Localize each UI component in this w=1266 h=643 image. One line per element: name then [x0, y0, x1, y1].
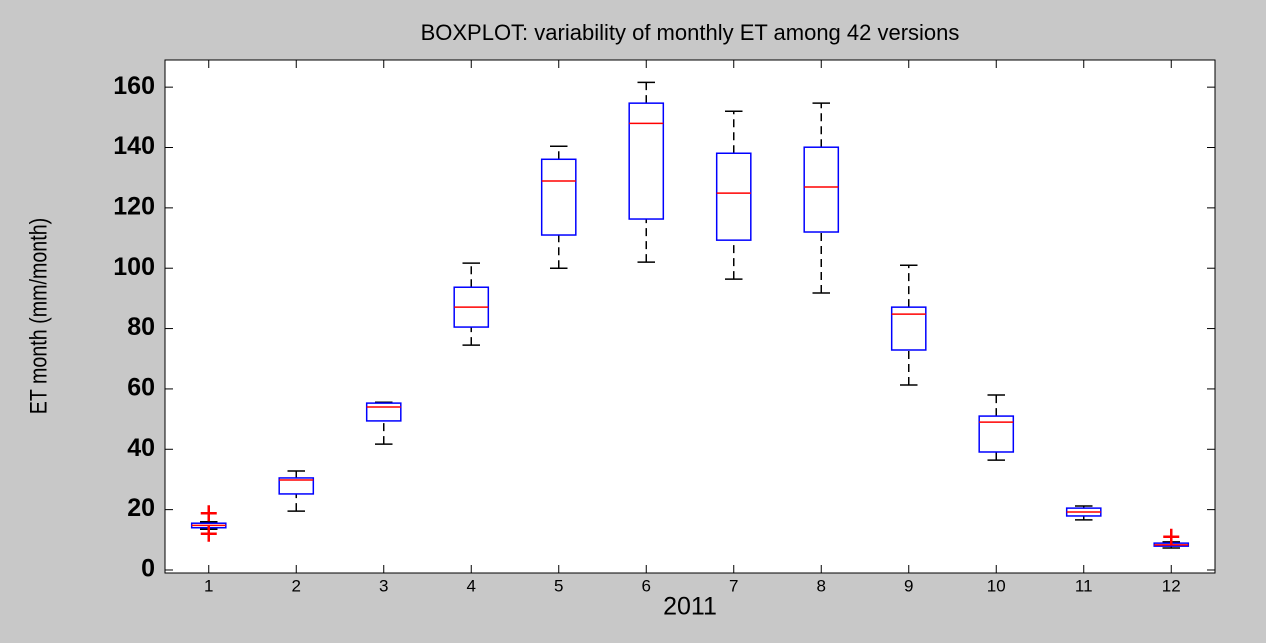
chart-title: BOXPLOT: variability of monthly ET among…	[421, 20, 960, 45]
box	[628, 102, 665, 220]
box	[540, 158, 577, 236]
x-tick-label: 6	[642, 576, 651, 595]
y-tick-label: 140	[113, 132, 155, 160]
y-tick-label: 80	[127, 313, 155, 341]
y-tick-label: 20	[127, 494, 155, 522]
x-tick-label: 1	[204, 576, 213, 595]
box	[715, 152, 752, 241]
x-tick-label: 8	[817, 576, 826, 595]
box	[365, 402, 402, 422]
outlier	[200, 525, 217, 542]
x-tick-label: 4	[467, 576, 476, 595]
box	[978, 415, 1015, 453]
y-tick-label: 40	[127, 434, 155, 462]
y-tick-label: 100	[113, 253, 155, 281]
box	[890, 306, 927, 351]
x-tick-label: 3	[379, 576, 388, 595]
plot-area	[164, 59, 1216, 574]
y-axis-label: ET month (mm/month)	[24, 218, 51, 414]
box	[278, 477, 315, 495]
x-tick-label: 11	[1075, 576, 1093, 595]
x-tick-label: 9	[904, 576, 913, 595]
x-tick-label: 7	[729, 576, 738, 595]
x-tick-label: 12	[1162, 576, 1181, 595]
y-tick-label: 60	[127, 374, 155, 402]
x-tick-label: 2	[292, 576, 301, 595]
outlier	[1163, 528, 1180, 545]
x-tick-label: 5	[554, 576, 563, 595]
x-axis-label: 2011	[663, 593, 717, 621]
x-tick-label: 10	[987, 576, 1006, 595]
outlier	[200, 505, 217, 522]
y-tick-label: 120	[113, 192, 155, 220]
box	[803, 146, 840, 233]
y-tick-label: 160	[113, 72, 155, 100]
y-tick-label: 0	[141, 555, 155, 583]
